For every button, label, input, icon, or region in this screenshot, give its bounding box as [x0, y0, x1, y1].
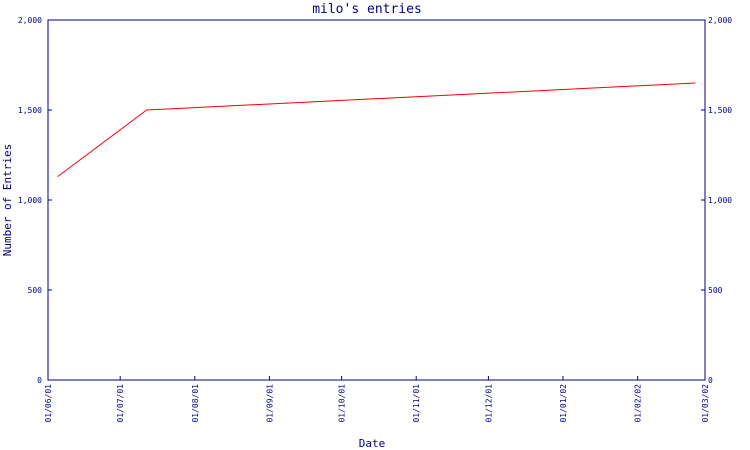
y-tick-label-right: 500: [708, 286, 723, 295]
y-tick-label-left: 0: [37, 376, 42, 385]
x-tick-label: 01/12/01: [484, 384, 493, 423]
x-tick-label: 01/07/01: [116, 384, 125, 423]
x-tick-label: 01/10/01: [338, 384, 347, 423]
chart-title: milo's entries: [312, 2, 422, 17]
left-axis: 0 500 1,000 1,500 2,000: [18, 16, 52, 385]
x-tick-label: 01/06/01: [44, 384, 53, 423]
y-tick-label-right: 0: [708, 376, 713, 385]
x-tick-label: 01/11/01: [412, 384, 421, 423]
y-axis-label: Number of Entries: [1, 144, 14, 257]
x-tick-label: 01/08/01: [191, 384, 200, 423]
y-tick-label-right: 1,500: [708, 106, 732, 115]
y-tick-label-left: 1,500: [18, 106, 42, 115]
y-tick-label-right: 2,000: [708, 16, 732, 25]
series-line: [57, 82, 696, 178]
x-axis-label: Date: [359, 437, 386, 450]
x-tick-label: 01/03/02: [701, 384, 710, 423]
x-axis: 01/06/01 01/07/01 01/08/01 01/09/01 01/10/01…: [44, 376, 710, 423]
plot-frame: [47, 19, 706, 381]
y-tick-label-left: 2,000: [18, 16, 42, 25]
y-tick-label-left: 500: [28, 286, 43, 295]
right-axis: 0 500 1,000 1,500 2,000: [701, 16, 732, 385]
x-tick-label: 01/02/02: [634, 384, 643, 423]
y-tick-label-left: 1,000: [18, 196, 42, 205]
x-tick-label: 01/09/01: [265, 384, 274, 423]
x-tick-label: 01/01/02: [559, 384, 568, 423]
y-tick-label-right: 1,000: [708, 196, 732, 205]
